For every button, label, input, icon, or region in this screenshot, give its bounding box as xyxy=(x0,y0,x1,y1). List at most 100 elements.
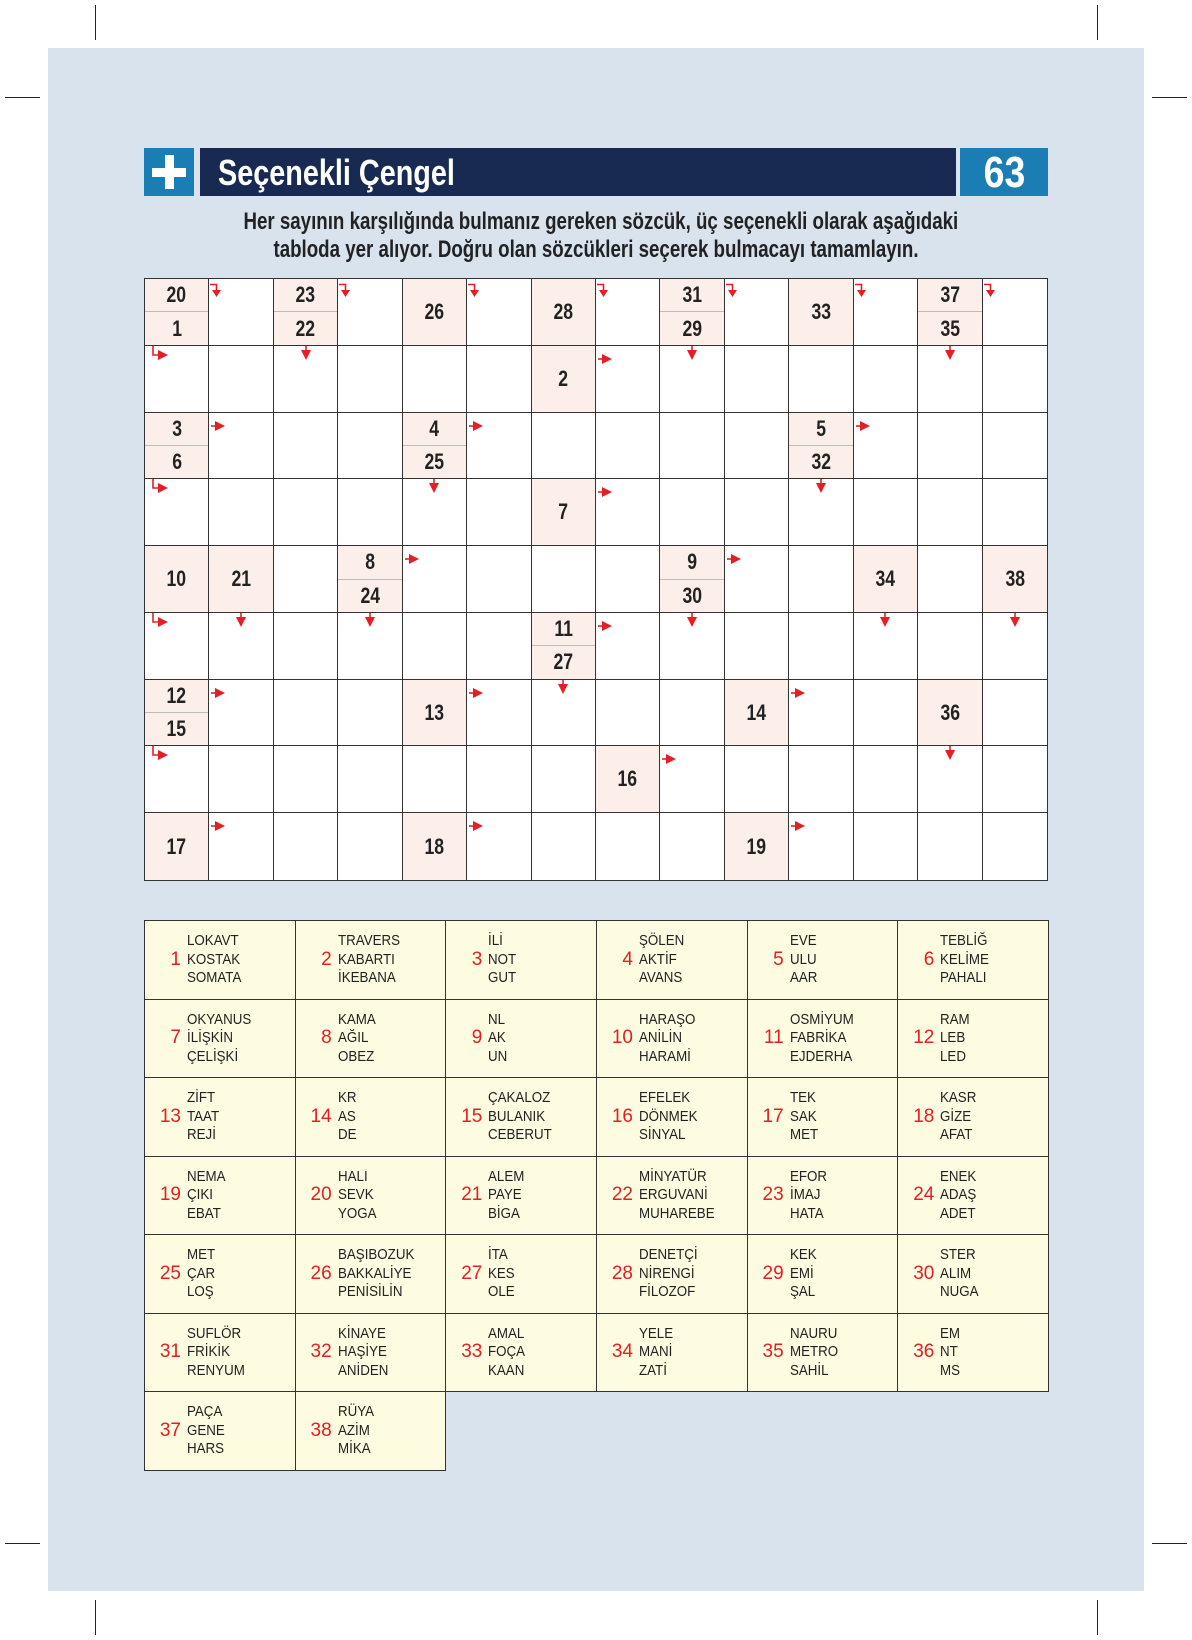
answer-cell[interactable] xyxy=(273,612,339,680)
answer-cell[interactable] xyxy=(853,345,919,413)
answer-cell[interactable] xyxy=(531,679,596,747)
answer-cell[interactable] xyxy=(402,612,468,680)
answer-cell[interactable] xyxy=(273,345,339,413)
answer-cell[interactable] xyxy=(145,612,210,680)
answer-cell[interactable] xyxy=(853,612,919,680)
answer-cell[interactable] xyxy=(660,746,725,814)
answer-cell[interactable] xyxy=(789,479,854,547)
answer-cell[interactable] xyxy=(467,546,532,613)
answer-cell[interactable] xyxy=(724,479,790,547)
answer-cell[interactable] xyxy=(209,679,274,747)
answer-cell[interactable] xyxy=(467,612,532,680)
answer-cell[interactable] xyxy=(338,412,403,480)
answer-cell[interactable] xyxy=(918,746,983,814)
answer-cell[interactable] xyxy=(273,746,339,814)
answer-cell[interactable] xyxy=(273,479,339,547)
answer-cell[interactable] xyxy=(209,813,274,880)
answer-cell[interactable] xyxy=(853,479,919,547)
answer-cell[interactable] xyxy=(467,746,532,814)
answer-cell[interactable] xyxy=(467,279,532,346)
answer-cell[interactable] xyxy=(660,345,725,413)
answer-cell[interactable] xyxy=(982,612,1047,680)
answer-cell[interactable] xyxy=(660,612,725,680)
answer-cell[interactable] xyxy=(789,612,854,680)
answer-cell[interactable] xyxy=(789,813,854,880)
answer-cell[interactable] xyxy=(209,612,274,680)
answer-cell[interactable] xyxy=(209,412,274,480)
answer-cell[interactable] xyxy=(724,612,790,680)
answer-cell[interactable] xyxy=(402,479,468,547)
answer-cell[interactable] xyxy=(724,345,790,413)
answer-cell[interactable] xyxy=(596,813,661,880)
answer-cell[interactable] xyxy=(467,345,532,413)
answer-cell[interactable] xyxy=(209,279,274,346)
answer-cell[interactable] xyxy=(660,813,725,880)
answer-cell[interactable] xyxy=(273,546,339,613)
answer-cell[interactable] xyxy=(531,412,596,480)
answer-cell[interactable] xyxy=(273,412,339,480)
answer-cell[interactable] xyxy=(145,345,210,413)
answer-cell[interactable] xyxy=(209,746,274,814)
answer-cell[interactable] xyxy=(338,279,403,346)
answer-cell[interactable] xyxy=(789,345,854,413)
answer-cell[interactable] xyxy=(596,279,661,346)
answer-cell[interactable] xyxy=(982,346,1047,413)
answer-cell[interactable] xyxy=(660,679,725,747)
answer-cell[interactable] xyxy=(853,412,919,480)
answer-cell[interactable] xyxy=(724,279,790,346)
split-clue-cell: 9 30 xyxy=(660,546,725,613)
answer-cell[interactable] xyxy=(145,479,210,547)
answer-cell[interactable] xyxy=(853,746,919,814)
answer-cell[interactable] xyxy=(724,546,790,613)
answer-cell[interactable] xyxy=(596,345,661,413)
answer-cell[interactable] xyxy=(531,746,596,814)
answer-cell[interactable] xyxy=(789,546,854,613)
answer-cell[interactable] xyxy=(402,345,468,413)
answer-cell[interactable] xyxy=(467,412,532,480)
answer-cell[interactable] xyxy=(918,345,983,413)
answer-cell[interactable] xyxy=(918,479,983,547)
answer-cell[interactable] xyxy=(724,412,790,480)
answer-cell[interactable] xyxy=(724,746,790,814)
answer-cell[interactable] xyxy=(467,679,532,747)
answer-cell[interactable] xyxy=(596,546,661,613)
answer-cell[interactable] xyxy=(338,479,403,547)
answer-cell[interactable] xyxy=(918,412,983,480)
answer-cell[interactable] xyxy=(402,546,468,613)
answer-cell[interactable] xyxy=(338,679,403,747)
answer-cell[interactable] xyxy=(596,412,661,480)
answer-cell[interactable] xyxy=(273,679,339,747)
answer-cell[interactable] xyxy=(983,813,1047,880)
answer-cell[interactable] xyxy=(338,612,403,680)
answer-cell[interactable] xyxy=(982,479,1047,547)
answer-cell[interactable] xyxy=(338,813,403,880)
answer-cell[interactable] xyxy=(982,746,1047,814)
answer-cell[interactable] xyxy=(853,679,919,747)
answer-cell[interactable] xyxy=(982,413,1047,480)
answer-cell[interactable] xyxy=(145,746,210,814)
answer-cell[interactable] xyxy=(467,813,532,880)
answer-cell[interactable] xyxy=(660,479,725,547)
answer-cell[interactable] xyxy=(209,479,274,547)
answer-cell[interactable] xyxy=(789,746,854,814)
answer-cell[interactable] xyxy=(596,479,661,547)
answer-cell[interactable] xyxy=(982,680,1047,747)
answer-cell[interactable] xyxy=(338,746,403,814)
answer-cell[interactable] xyxy=(596,612,661,680)
answer-cell[interactable] xyxy=(532,813,596,880)
answer-cell[interactable] xyxy=(789,679,854,747)
answer-cell[interactable] xyxy=(402,746,468,814)
answer-cell[interactable] xyxy=(274,813,339,880)
answer-cell[interactable] xyxy=(660,412,725,480)
answer-cell[interactable] xyxy=(467,479,532,547)
answer-cell[interactable] xyxy=(854,813,919,880)
answer-cell[interactable] xyxy=(596,679,661,747)
answer-cell[interactable] xyxy=(918,813,983,880)
answer-cell[interactable] xyxy=(338,345,403,413)
answer-cell[interactable] xyxy=(918,612,983,680)
answer-cell[interactable] xyxy=(531,546,596,613)
answer-cell[interactable] xyxy=(982,279,1047,346)
answer-cell[interactable] xyxy=(853,279,919,346)
answer-cell[interactable] xyxy=(918,546,983,613)
answer-cell[interactable] xyxy=(209,345,274,413)
